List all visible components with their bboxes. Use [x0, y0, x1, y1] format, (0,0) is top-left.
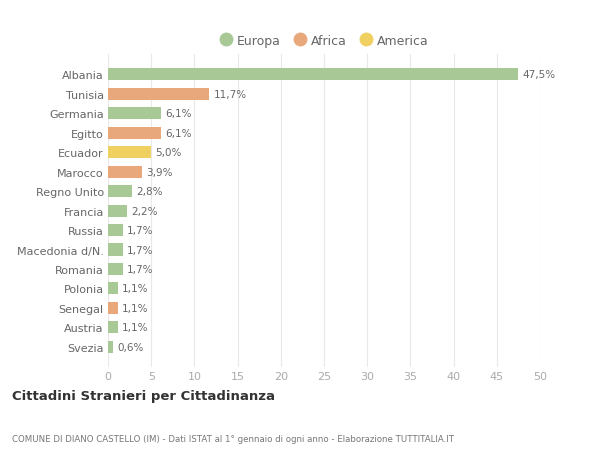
- Legend: Europa, Africa, America: Europa, Africa, America: [215, 30, 433, 53]
- Bar: [108, 166, 142, 179]
- Bar: [108, 224, 122, 236]
- Text: 1,7%: 1,7%: [127, 264, 154, 274]
- Text: 6,1%: 6,1%: [165, 129, 191, 139]
- Bar: [108, 128, 161, 140]
- Bar: [108, 302, 118, 314]
- Bar: [108, 322, 118, 334]
- Text: Cittadini Stranieri per Cittadinanza: Cittadini Stranieri per Cittadinanza: [12, 389, 275, 403]
- Text: 5,0%: 5,0%: [155, 148, 182, 158]
- Bar: [108, 186, 132, 198]
- Bar: [108, 341, 113, 353]
- Bar: [108, 283, 118, 295]
- Text: 47,5%: 47,5%: [523, 70, 556, 80]
- Bar: [108, 263, 122, 275]
- Text: 1,1%: 1,1%: [122, 284, 148, 294]
- Text: 3,9%: 3,9%: [146, 168, 173, 177]
- Text: 11,7%: 11,7%: [214, 90, 247, 100]
- Text: 1,1%: 1,1%: [122, 323, 148, 333]
- Text: COMUNE DI DIANO CASTELLO (IM) - Dati ISTAT al 1° gennaio di ogni anno - Elaboraz: COMUNE DI DIANO CASTELLO (IM) - Dati IST…: [12, 434, 454, 442]
- Bar: [108, 108, 161, 120]
- Text: 1,1%: 1,1%: [122, 303, 148, 313]
- Bar: [108, 89, 209, 101]
- Text: 6,1%: 6,1%: [165, 109, 191, 119]
- Bar: [108, 244, 122, 256]
- Text: 1,7%: 1,7%: [127, 245, 154, 255]
- Text: 2,8%: 2,8%: [137, 187, 163, 197]
- Bar: [108, 147, 151, 159]
- Text: 1,7%: 1,7%: [127, 225, 154, 235]
- Text: 0,6%: 0,6%: [118, 342, 144, 352]
- Bar: [108, 69, 518, 81]
- Text: 2,2%: 2,2%: [131, 206, 158, 216]
- Bar: [108, 205, 127, 217]
